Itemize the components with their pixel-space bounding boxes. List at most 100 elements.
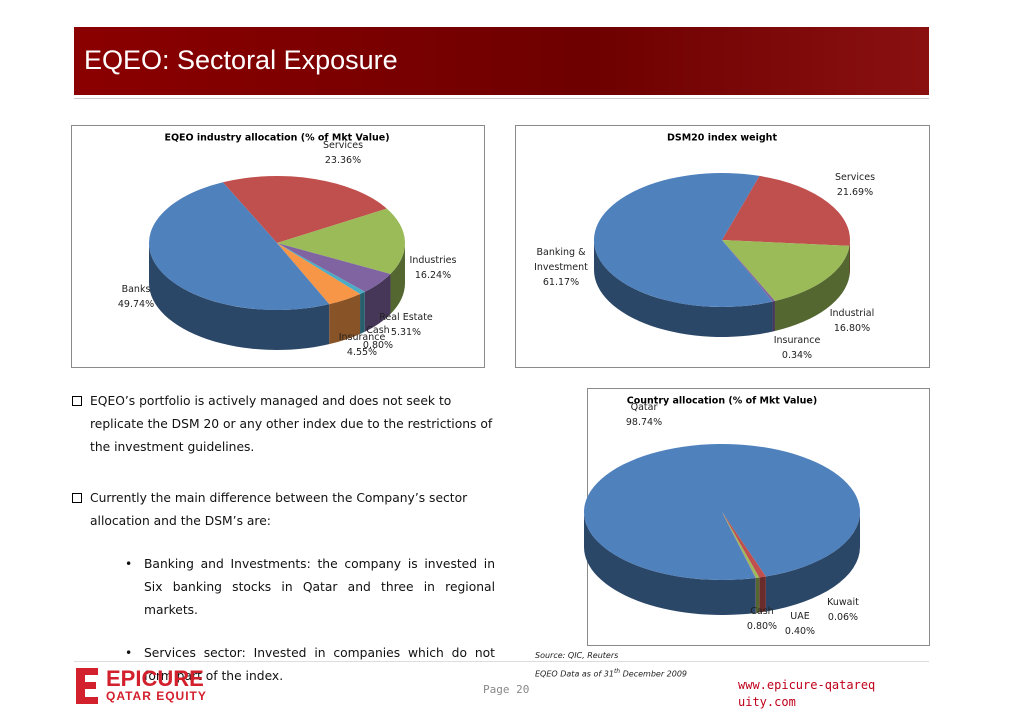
slide-title: EQEO: Sectoral Exposure [84, 45, 398, 75]
pie-slice [722, 240, 850, 301]
value-label: 4.55% [346, 347, 378, 358]
slice-label: UAE 0.40% [770, 609, 830, 639]
rule [74, 98, 929, 99]
pie-slice [722, 240, 775, 302]
bullet-text: EQEO’s portfolio is actively managed and… [70, 390, 495, 716]
chart-title: DSM20 index weight [667, 133, 777, 144]
value-label: 0.34% [781, 350, 813, 361]
note-text: December 2009 [620, 669, 688, 679]
logo-icon [76, 668, 98, 704]
pie-slice-side [584, 512, 756, 615]
slice-label: Real Estate 5.31% [376, 310, 436, 340]
value-label: 0.06% [827, 612, 859, 623]
slice-label-box: Qatar 98.74% [614, 400, 674, 430]
pie-slice [277, 243, 361, 305]
pie-slice [722, 512, 760, 578]
slice-label: Services 23.36% [313, 138, 373, 168]
value-label: 5.31% [390, 327, 422, 338]
slice-label: Insurance 4.55% [332, 330, 392, 360]
pie-slice [277, 243, 365, 294]
category-label: Cash [366, 325, 390, 336]
slice-label-box: Insurance 4.55% [332, 330, 392, 360]
category-label: Cash [750, 606, 774, 617]
pie-slice-side [765, 512, 860, 612]
category-label: Industrial [829, 308, 875, 319]
page-number: Page 20 [483, 683, 530, 696]
url: www.epicure-qatarequity.com [738, 678, 876, 709]
data-note: EQEO Data as of 31th December 2009 [535, 668, 687, 679]
pie-slice [149, 182, 330, 310]
pie-slice-side [364, 273, 391, 332]
category-label: Insurance [338, 332, 386, 343]
chart-title: EQEO industry allocation (% of Mkt Value… [164, 133, 389, 144]
value-label: 16.80% [833, 323, 871, 334]
slice-label: Services 21.69% [820, 170, 890, 200]
pie-slice-side [849, 240, 850, 276]
category-label: Services [322, 140, 364, 151]
category-label: Real Estate [379, 312, 433, 323]
category-label: Qatar [630, 402, 658, 413]
pie-slice-side [759, 576, 766, 613]
slice-label-box: Services 23.36% [313, 138, 373, 168]
logo-name: EPICURE [106, 666, 204, 691]
sub-bullet: Services sector: Invested in companies w… [90, 642, 495, 688]
pie-slice [583, 443, 860, 581]
pie-slice-side [772, 300, 775, 332]
slice-label: Insurance 0.34% [762, 333, 832, 363]
slice-label: Cash 0.80% [732, 604, 792, 634]
chart-title: Country allocation (% of Mkt Value) [627, 396, 817, 407]
pie-slice-side [755, 577, 760, 613]
slice-label-box: Kuwait 0.06% [813, 595, 873, 625]
slice-label-box: UAE 0.40% [770, 609, 830, 639]
value-label: 61.17% [542, 277, 580, 288]
slice-label-box: Industrial 16.80% [817, 306, 887, 336]
slice-label-box: Industries 16.24% [403, 253, 463, 283]
pie-slice [277, 243, 391, 292]
slice-label-box: Real Estate 5.31% [376, 310, 436, 340]
pie-slice-side [390, 243, 405, 314]
slice-label-box: Services 21.69% [820, 170, 890, 200]
pie-slice-side [594, 240, 773, 337]
slice-label: Banking & Investment 61.17% [526, 245, 596, 290]
value-label: 0.80% [746, 621, 778, 632]
value-label: 16.24% [414, 270, 452, 281]
note-text: EQEO Data as of 31 [535, 669, 614, 679]
value-label: 21.69% [836, 187, 874, 198]
slice-label: Kuwait 0.06% [813, 595, 873, 625]
value-label: 23.36% [324, 155, 362, 166]
bullet: EQEO’s portfolio is actively managed and… [70, 390, 495, 459]
rule [74, 661, 929, 662]
pie-slice [594, 172, 773, 307]
pie-slice-side [149, 243, 330, 350]
slice-label-box: Cash 0.80% [732, 604, 792, 634]
category-label: Kuwait [827, 597, 859, 608]
slice-label-box: Banking & Investment 61.17% [526, 245, 596, 290]
category-label: UAE [790, 611, 810, 622]
note-sup: th [613, 668, 621, 675]
value-label: 98.74% [625, 417, 663, 428]
pie-slice [222, 176, 387, 243]
value-label: 0.80% [362, 340, 394, 351]
slice-label: Cash 0.80% [362, 325, 394, 351]
category-label: Banks [121, 284, 151, 295]
logo-tagline: QATAR EQUITY [106, 689, 207, 703]
bullet: Currently the main difference between th… [70, 487, 495, 688]
slice-label-box: Banks 49.74% [106, 282, 166, 312]
category-label: Industries [409, 255, 457, 266]
slice-label: Qatar 98.74% [614, 400, 674, 430]
pie-slice-side [360, 291, 365, 334]
category-label: Services [834, 172, 876, 183]
category-label: Banking & Investment [534, 247, 588, 273]
pie-slice [277, 208, 405, 274]
pie-slice [722, 512, 756, 578]
pie-slice-side [329, 293, 361, 345]
title-bar: EQEO: Sectoral Exposure [74, 27, 929, 95]
value-label: 49.74% [117, 299, 155, 310]
slice-label-box: Insurance 0.34% [762, 333, 832, 363]
source-note: Source: QIC, Reuters [535, 651, 619, 660]
category-label: Insurance [773, 335, 821, 346]
value-label: 0.40% [784, 626, 816, 637]
pie-slice [722, 175, 850, 246]
